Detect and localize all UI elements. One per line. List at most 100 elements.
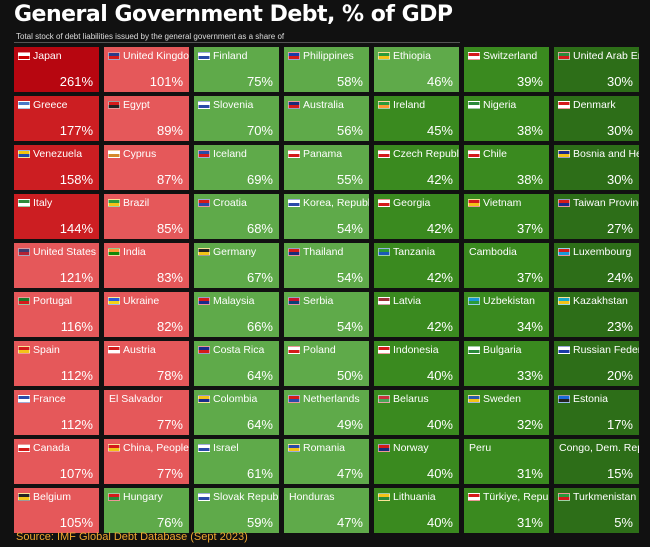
debt-value: 20% [606, 368, 633, 383]
flag-icon [198, 52, 210, 60]
flag-icon [198, 297, 210, 305]
country-tile: Taiwan Province of China 27% [554, 194, 639, 239]
chart-title: General Government Debt, % of GDP [14, 2, 453, 27]
country-tile: Lithuania 40% [374, 488, 459, 533]
debt-value: 47% [336, 515, 363, 530]
country-tile: Ethiopia 46% [374, 47, 459, 92]
flag-icon [378, 444, 390, 452]
title-divider [14, 42, 460, 43]
flag-icon [18, 101, 30, 109]
country-name: Latvia [393, 295, 422, 307]
country-tile: Honduras 47% [284, 488, 369, 533]
country-name: Nigeria [483, 99, 517, 111]
country-name: Peru [469, 442, 492, 454]
flag-icon [108, 101, 120, 109]
country-name: Panama [303, 148, 343, 160]
country-name: Congo, Dem. Rep. of the [559, 442, 639, 454]
flag-icon [198, 346, 210, 354]
debt-value: 47% [336, 466, 363, 481]
debt-value: 105% [59, 515, 93, 530]
debt-value: 56% [336, 123, 363, 138]
country-name: Italy [33, 197, 53, 209]
debt-value: 42% [426, 270, 453, 285]
country-tile: Spain 112% [14, 341, 99, 386]
country-tile: Luxembourg 24% [554, 243, 639, 288]
flag-icon [288, 444, 300, 452]
country-tile: Germany 67% [194, 243, 279, 288]
debt-value: 40% [426, 515, 453, 530]
debt-value: 37% [516, 221, 543, 236]
debt-value: 55% [336, 172, 363, 187]
country-tile: Finland 75% [194, 47, 279, 92]
country-tile: United States 121% [14, 243, 99, 288]
flag-icon [18, 493, 30, 501]
flag-icon [198, 199, 210, 207]
country-tile: Bulgaria 33% [464, 341, 549, 386]
debt-value: 38% [516, 123, 543, 138]
country-name: Venezuela [33, 148, 83, 160]
flag-icon [288, 199, 300, 207]
debt-value: 49% [336, 417, 363, 432]
flag-icon [18, 346, 30, 354]
country-tile: Belgium 105% [14, 488, 99, 533]
flag-icon [198, 444, 210, 452]
country-tile: Colombia 64% [194, 390, 279, 435]
debt-value: 144% [59, 221, 93, 236]
country-tile: Nigeria 38% [464, 96, 549, 141]
debt-value: 58% [336, 74, 363, 89]
flag-icon [288, 395, 300, 403]
flag-icon [198, 150, 210, 158]
flag-icon [558, 101, 570, 109]
flag-icon [18, 395, 30, 403]
country-tile: Slovenia 70% [194, 96, 279, 141]
country-tile: United Arab Emirates 30% [554, 47, 639, 92]
country-name: Sweden [483, 393, 521, 405]
flag-icon [558, 150, 570, 158]
flag-icon [378, 101, 390, 109]
country-name: Slovak Republic [213, 491, 279, 503]
flag-icon [558, 52, 570, 60]
country-name: Uzbekistan [483, 295, 535, 307]
flag-icon [558, 346, 570, 354]
debt-value: 37% [516, 270, 543, 285]
country-tile: Panama 55% [284, 145, 369, 190]
debt-value: 54% [336, 319, 363, 334]
country-name: Turkmenistan [573, 491, 637, 503]
debt-value: 27% [606, 221, 633, 236]
country-tile: Poland 50% [284, 341, 369, 386]
flag-icon [378, 150, 390, 158]
country-name: Norway [393, 442, 429, 454]
debt-value: 75% [246, 74, 273, 89]
debt-value: 87% [156, 172, 183, 187]
country-name: Chile [483, 148, 507, 160]
flag-icon [18, 150, 30, 158]
country-tile: Austria 78% [104, 341, 189, 386]
country-name: Spain [33, 344, 60, 356]
country-tile: Israel 61% [194, 439, 279, 484]
debt-value: 39% [516, 74, 543, 89]
flag-icon [378, 297, 390, 305]
country-tile: Brazil 85% [104, 194, 189, 239]
flag-icon [288, 297, 300, 305]
country-tile: India 83% [104, 243, 189, 288]
country-name: El Salvador [109, 393, 163, 405]
country-tile: Congo, Dem. Rep. of the 15% [554, 439, 639, 484]
debt-value: 17% [606, 417, 633, 432]
debt-value: 82% [156, 319, 183, 334]
debt-value: 101% [149, 74, 183, 89]
debt-value: 23% [606, 319, 633, 334]
country-tile: Turkmenistan 5% [554, 488, 639, 533]
country-name: Georgia [393, 197, 431, 209]
debt-value: 40% [426, 417, 453, 432]
flag-icon [558, 395, 570, 403]
debt-value: 30% [606, 74, 633, 89]
country-tile: Portugal 116% [14, 292, 99, 337]
debt-value: 40% [426, 466, 453, 481]
country-tile: Latvia 42% [374, 292, 459, 337]
country-tile: Cambodia 37% [464, 243, 549, 288]
country-name: Brazil [123, 197, 150, 209]
country-name: Belarus [393, 393, 429, 405]
flag-icon [468, 493, 480, 501]
source-note: Source: IMF Global Debt Database (Sept 2… [16, 531, 248, 543]
country-tile: Iceland 69% [194, 145, 279, 190]
